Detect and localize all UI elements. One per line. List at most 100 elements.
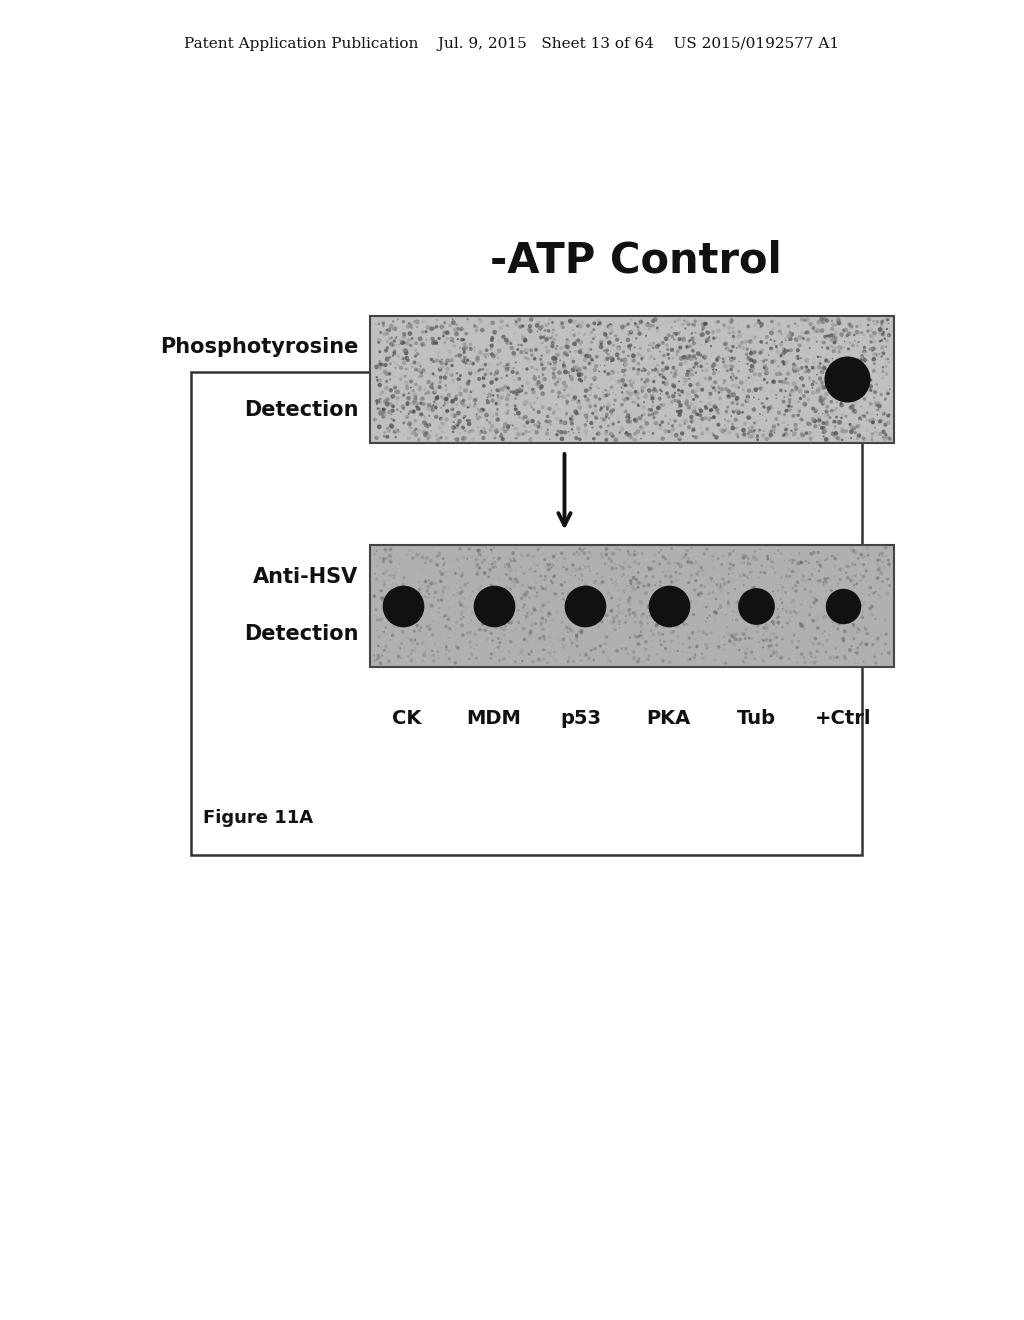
Point [603,351,620,372]
Text: -ATP Control: -ATP Control [490,239,781,281]
Point [622,339,638,360]
Point [420,317,436,338]
Point [653,597,670,618]
Point [431,327,447,348]
Point [783,396,800,417]
Point [490,568,507,589]
Point [878,414,894,436]
Point [389,354,406,375]
Point [810,543,826,564]
Point [412,366,428,387]
Point [765,371,781,392]
Point [578,590,594,611]
Point [507,537,523,558]
Point [541,321,557,342]
Point [645,371,662,392]
Point [829,321,846,342]
Point [645,333,662,354]
Point [856,429,872,450]
Point [420,577,436,598]
Point [818,581,835,602]
Point [742,341,759,362]
Point [425,400,441,421]
Point [706,602,722,623]
Point [549,424,565,445]
Point [730,631,746,652]
Point [754,585,770,606]
Point [738,566,755,587]
Point [674,380,690,401]
Point [614,381,631,403]
Point [808,400,824,421]
Point [748,595,764,616]
Point [734,401,751,422]
Point [605,572,622,593]
Point [402,581,419,602]
Point [735,379,752,400]
Point [476,587,493,609]
Point [509,380,525,401]
Point [605,611,622,632]
Point [688,348,705,370]
Point [582,331,598,352]
Point [381,420,397,441]
Point [503,414,519,436]
Point [878,610,894,631]
Point [438,388,455,409]
Point [372,341,388,362]
Point [486,428,503,449]
Point [541,313,557,334]
Point [684,364,700,385]
Point [599,404,615,425]
Point [475,541,492,562]
Point [664,414,680,436]
Point [830,610,847,631]
Point [556,345,572,366]
Point [686,356,702,378]
Point [404,333,421,354]
Point [742,562,759,583]
Point [802,569,818,590]
Point [830,387,847,408]
Point [524,379,541,400]
Point [860,545,877,566]
Point [828,358,845,379]
Point [783,420,800,441]
Point [838,421,854,442]
Point [795,590,811,611]
Point [819,338,836,359]
Point [554,543,570,564]
Point [808,651,824,672]
Point [788,652,805,673]
Point [700,630,717,651]
Point [620,381,636,403]
Point [423,348,439,370]
Point [761,639,777,660]
Point [438,352,455,374]
Point [426,586,442,607]
Point [511,380,527,401]
Point [430,590,446,611]
Point [652,572,669,593]
Point [697,395,714,416]
Point [602,317,618,338]
Point [536,358,552,379]
Point [630,360,646,381]
Point [494,310,510,331]
Point [386,616,402,638]
Point [759,333,775,354]
Point [694,564,711,585]
Point [477,603,494,624]
Point [556,557,572,578]
Point [518,421,535,442]
Point [771,321,787,342]
Point [407,384,423,405]
Point [567,610,584,631]
Point [490,341,507,362]
Point [753,378,769,399]
Point [394,595,411,616]
Point [599,348,615,370]
Point [516,585,532,606]
Point [463,381,479,403]
Point [825,325,842,346]
